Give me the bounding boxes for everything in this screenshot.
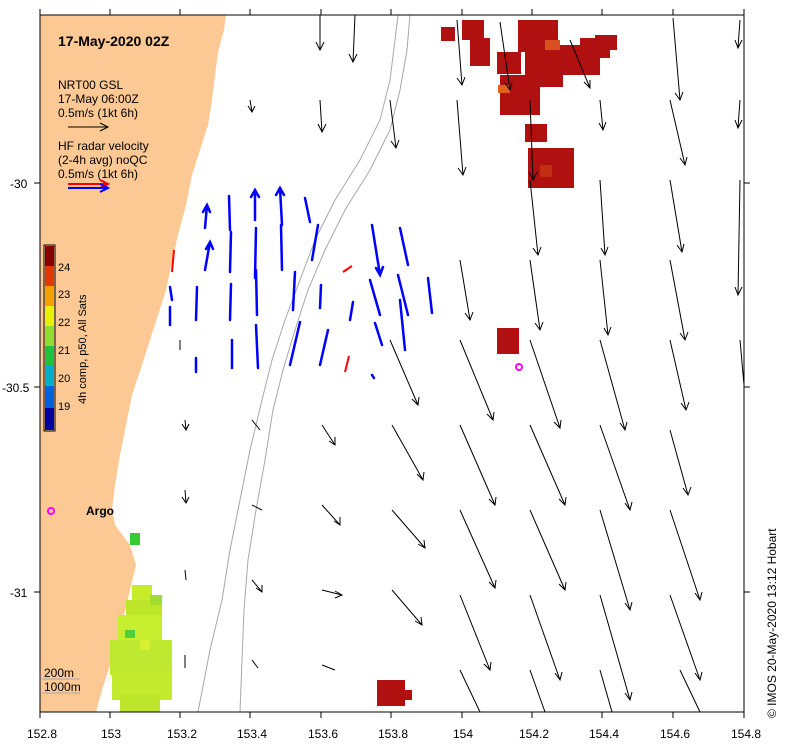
model-arrows [179,15,744,712]
svg-text:153.4: 153.4 [237,727,267,741]
svg-text:23: 23 [58,289,70,301]
coastline-land [40,15,226,712]
svg-text:154: 154 [453,727,473,741]
svg-text:153: 153 [101,727,121,741]
svg-text:-31: -31 [10,586,28,600]
model-legend-line2: 17-May 06:00Z [58,92,139,106]
svg-text:-30: -30 [10,177,28,191]
x-axis [39,9,745,718]
svg-text:154.4: 154.4 [589,727,619,741]
radar-legend-arrow-blue [68,183,111,193]
colorbar-label: 4h comp, p50, All Sats [77,294,89,404]
y-axis [34,182,750,593]
svg-text:20: 20 [58,373,70,385]
svg-text:153.6: 153.6 [308,727,338,741]
colorbar: 24 23 22 21 20 19 4h comp, p50, All Sats [43,244,89,432]
plot-frame [39,14,745,713]
svg-text:153.8: 153.8 [378,727,408,741]
sst-coastal-pixels [110,533,172,712]
svg-text:154.6: 154.6 [660,727,690,741]
svg-text:19: 19 [58,401,70,413]
x-tick-labels: 152.8 153 153.2 153.4 153.6 153.8 154 15… [27,727,761,741]
svg-text:21: 21 [58,345,70,357]
svg-text:154.8: 154.8 [731,727,761,741]
svg-text:24: 24 [58,262,70,274]
radar-legend-line3: 0.5m/s (1kt 6h) [58,167,138,181]
svg-text:152.8: 152.8 [27,727,57,741]
y-tick-labels: -30 -30.5 -31 [2,177,30,600]
svg-text:154.2: 154.2 [519,727,549,741]
svg-text:153.2: 153.2 [167,727,197,741]
model-legend-arrow [68,122,110,132]
hf-radar-arrows [168,185,434,380]
sst-offshore-pixels [377,20,617,706]
radar-legend-line2: (2-4h avg) noQC [58,153,148,167]
bathymetry-contours [197,15,411,712]
depth-label-1000: 1000m [44,680,81,694]
argo-float-coast [47,507,55,515]
map-title: 17-May-2020 02Z [58,33,170,49]
model-legend-line3: 0.5m/s (1kt 6h) [58,106,138,120]
argo-label: Argo [86,504,114,518]
hf-radar-arrows-red [171,249,353,373]
credit-text: © IMOS 20-May-2020 13:12 Hobart [765,528,779,718]
model-legend-line1: NRT00 GSL [58,78,123,92]
depth-label-200: 200m [44,666,74,680]
svg-text:-30.5: -30.5 [2,381,30,395]
argo-float-offshore [515,363,523,371]
radar-legend-line1: HF radar velocity [58,139,149,153]
svg-text:22: 22 [58,317,70,329]
